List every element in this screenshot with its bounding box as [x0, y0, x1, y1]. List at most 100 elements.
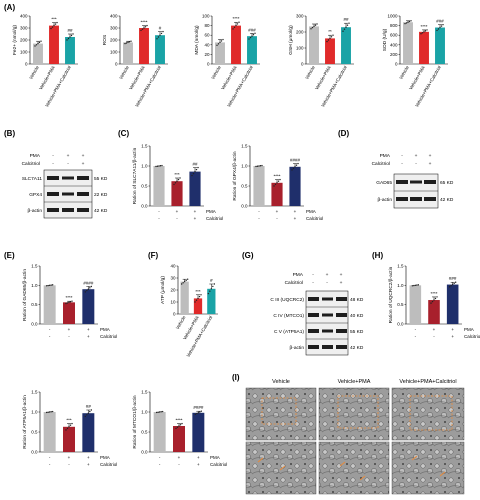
data-point [68, 301, 70, 304]
treat-sign: + [194, 209, 197, 214]
data-point [258, 165, 260, 167]
treat-sign: - [158, 216, 160, 221]
em-zoom-box [409, 395, 453, 431]
y-tick-label: 0.0 [31, 450, 38, 455]
data-point [199, 411, 201, 413]
blot-band [396, 197, 408, 201]
x-tick-label: Vehicle [210, 65, 222, 80]
treat-calcitriol-label: Calcitriol [464, 334, 480, 339]
bar [65, 37, 75, 64]
treat-sign: - [159, 455, 161, 460]
y-tick-label: 0.5 [31, 430, 38, 435]
data-point [45, 411, 48, 414]
data-point [219, 41, 221, 44]
y-tick-label: 400 [390, 42, 398, 47]
bar [153, 412, 166, 452]
treat-sign: - [276, 216, 278, 221]
data-point [410, 20, 412, 22]
bar [428, 300, 440, 324]
bar [123, 42, 133, 64]
data-point [416, 284, 418, 286]
data-point [200, 410, 203, 412]
y-tick-label: 20 [204, 52, 210, 57]
treat-sign: - [415, 327, 417, 332]
data-point [454, 281, 457, 283]
treat-sign: + [67, 154, 70, 159]
treat-sign: - [326, 281, 328, 286]
data-point [65, 429, 67, 431]
data-point [156, 38, 158, 40]
data-point [195, 168, 198, 171]
treat-calcitriol-label: Calcitriol [210, 462, 227, 467]
data-point [210, 288, 213, 290]
data-point [407, 21, 409, 23]
data-point [70, 34, 73, 37]
blot-band [77, 176, 89, 180]
data-point [176, 180, 178, 182]
blot-kd-label: 48 KD [350, 297, 364, 303]
y-tick-label: 0.0 [31, 322, 38, 327]
data-point [405, 22, 408, 24]
data-point [327, 39, 330, 41]
bar [63, 302, 75, 324]
data-point [54, 23, 57, 25]
treat-sign: - [52, 162, 54, 167]
blot-band [308, 297, 319, 301]
blot-band [62, 208, 74, 212]
bar [309, 26, 319, 64]
data-point [90, 285, 93, 288]
treat-calcitriol-label: Calcitriol [100, 334, 117, 339]
y-tick-label: 0.0 [141, 204, 148, 209]
western-blot-g: PMA Calcitriol - + + - - + C III (UQCRC2… [270, 272, 364, 356]
y-tick-label: 600 [390, 33, 398, 38]
data-point [348, 22, 350, 24]
significance-label: ## [67, 28, 73, 33]
treat-sign: - [433, 334, 435, 339]
panel-label-f: (F) [148, 251, 159, 260]
y-axis-label: SOD (U/g) [382, 28, 388, 51]
data-point [161, 164, 163, 167]
x-tick-label: Vehicle+PMA [128, 65, 146, 91]
data-point [345, 26, 347, 28]
treat-sign: + [294, 209, 297, 214]
y-tick-label: 100 [20, 50, 28, 55]
data-point [157, 411, 159, 413]
significance-label: ## [86, 404, 92, 409]
bar [192, 412, 205, 452]
data-point [124, 42, 126, 45]
em-arrow [339, 461, 366, 481]
em-image [318, 441, 390, 495]
significance-label: **** [175, 418, 182, 423]
blot-band [396, 180, 408, 184]
treat-sign: + [178, 455, 181, 460]
blot-band [424, 180, 436, 184]
blot-kd-label: 22 KD [94, 192, 108, 198]
data-point [47, 284, 49, 287]
data-point [68, 426, 70, 428]
data-point [141, 28, 144, 30]
treat-sign: - [178, 462, 180, 467]
y-tick-label: 100 [202, 14, 210, 19]
em-arrow [257, 457, 286, 471]
x-tick-label: Vehicle+PMA [220, 65, 238, 91]
data-point [238, 21, 240, 23]
significance-label: ## [192, 162, 198, 167]
data-point [87, 412, 90, 414]
data-point [48, 411, 51, 413]
blot-band [424, 197, 436, 201]
blot-band [336, 329, 347, 333]
treat-calcitriol-label: Calcitriol [285, 280, 303, 286]
data-point [232, 28, 234, 30]
data-point [48, 284, 51, 287]
y-tick-label: 100 [296, 46, 304, 51]
blot-row-label: GAD65 [376, 180, 392, 186]
bar [139, 28, 149, 64]
treat-pma-label: PMA [100, 455, 110, 460]
data-point [274, 183, 277, 186]
data-point [66, 427, 69, 430]
treat-sign: + [87, 334, 90, 339]
data-point [38, 41, 41, 44]
data-point [436, 296, 438, 298]
bar [419, 31, 429, 64]
